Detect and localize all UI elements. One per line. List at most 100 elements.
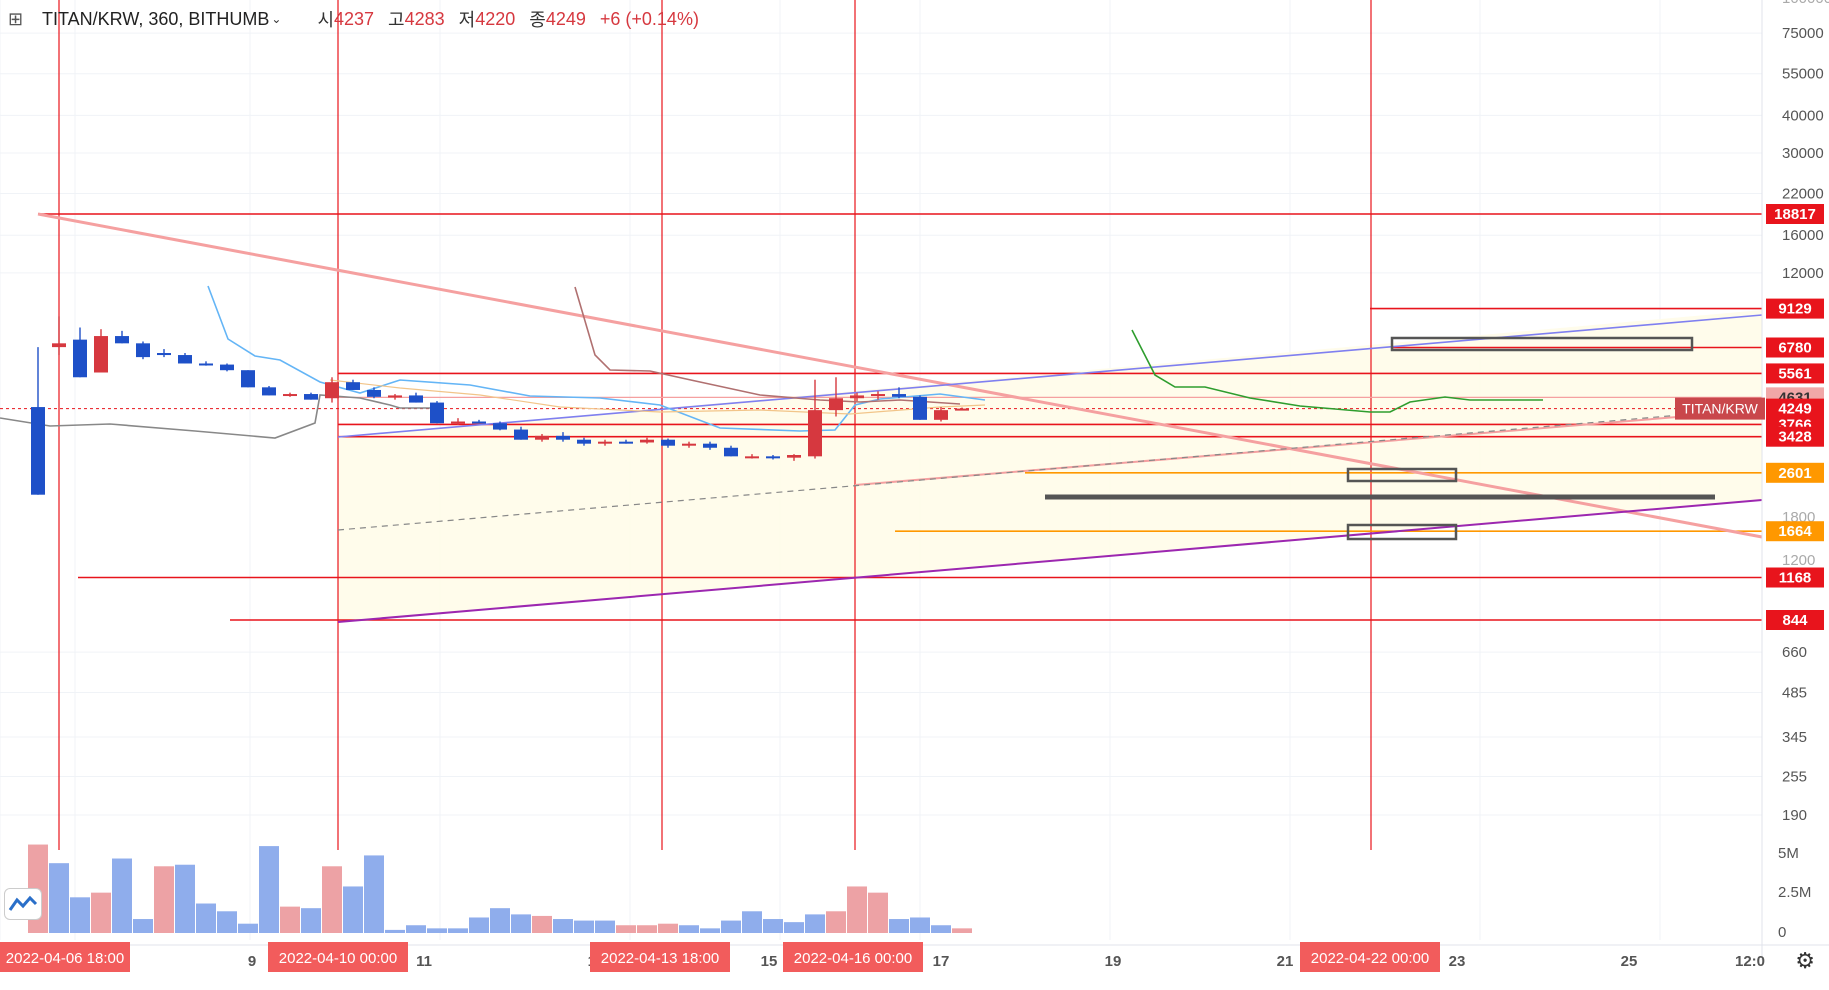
time-highlight-label: 2022-04-22 00:00: [1311, 950, 1429, 967]
open-value: 4237: [334, 8, 375, 29]
volume-bar: [91, 892, 111, 933]
volume-bar: [784, 922, 804, 933]
symbol-tag-label: TITAN/KRW: [1682, 401, 1758, 417]
candle-body: [199, 363, 213, 366]
time-tick-label: 12:0: [1735, 953, 1765, 970]
price-marker-label: 9129: [1778, 301, 1811, 318]
candle-body: [871, 394, 885, 397]
annotation-box: [1346, 467, 1458, 483]
volume-bar: [448, 928, 468, 933]
volume-bar: [910, 917, 930, 933]
ascending-trendline-upper: [337, 314, 1763, 438]
tradingview-logo-icon[interactable]: [4, 888, 42, 920]
candle-body: [115, 336, 129, 344]
expand-icon[interactable]: ⊞: [8, 9, 24, 29]
volume-bar: [427, 928, 447, 933]
volume-bar: [406, 925, 426, 933]
volume-bar: [469, 917, 489, 933]
candle-body: [934, 410, 948, 420]
candle-body: [346, 382, 360, 390]
volume-bar: [364, 855, 384, 933]
moving-average-orange: [329, 379, 986, 415]
candle-body: [577, 439, 591, 444]
volume-bar: [511, 914, 531, 933]
candle-body: [493, 423, 507, 430]
candle-body: [829, 398, 843, 411]
time-tick-label: 15: [761, 953, 778, 970]
volume-bar: [133, 919, 153, 933]
candle-body: [94, 336, 108, 373]
price-tick-label: 255: [1782, 769, 1807, 786]
price-marker-tag: [1766, 521, 1824, 542]
moving-average-brown: [574, 286, 961, 405]
high-value: 4283: [404, 8, 445, 29]
chart-legend: ⊞ TITAN/KRW, 360, BITHUMB ⌄ 시 4237 고 4283 …: [0, 0, 699, 38]
volume-bar: [112, 858, 132, 933]
time-highlight-tag: [0, 942, 130, 972]
price-marker-label: 2601: [1778, 465, 1811, 482]
candle-body: [325, 382, 339, 399]
candle-body: [724, 447, 738, 457]
symbol-label[interactable]: TITAN/KRW, 360, BITHUMB: [42, 8, 270, 29]
price-marker-tag: [1766, 462, 1824, 483]
candle-body: [745, 456, 759, 459]
candle-body: [220, 364, 234, 371]
time-highlight-tag: [590, 942, 730, 972]
candle-body: [283, 394, 297, 397]
volume-bar: [868, 892, 888, 933]
price-marker-tag: [1766, 610, 1824, 630]
price-tick-label: 660: [1782, 644, 1807, 661]
price-tick-label: 12000: [1782, 265, 1824, 282]
volume-bar: [889, 919, 909, 933]
chevron-down-icon[interactable]: ⌄: [271, 12, 282, 26]
price-marker-tag: [1766, 204, 1824, 224]
time-tick-label: 17: [933, 953, 950, 970]
time-tick-label: 11: [416, 953, 432, 970]
volume-bar: [574, 920, 594, 933]
time-highlight-tag: [268, 942, 408, 972]
volume-bar: [679, 925, 699, 933]
candle-body: [850, 395, 864, 399]
time-tick-label: 25: [1621, 953, 1638, 970]
time-highlight-label: 2022-04-10 00:00: [279, 950, 397, 967]
volume-bar: [637, 925, 657, 933]
volume-bar: [700, 928, 720, 933]
candle-body: [913, 396, 927, 420]
candle-body: [304, 394, 318, 400]
volume-bar: [952, 928, 972, 933]
price-marker-label: 5561: [1778, 365, 1811, 382]
price-tick-label: 16000: [1782, 227, 1824, 244]
candle-body: [766, 456, 780, 459]
volume-tick-label: 2.5M: [1778, 884, 1811, 901]
ascending-trendline-lower: [337, 499, 1763, 623]
volume-bar: [70, 897, 90, 933]
annotation-box: [1390, 336, 1694, 352]
volume-bar: [196, 903, 216, 933]
time-tick-label: 9: [248, 953, 256, 970]
time-highlight-tag: [1300, 942, 1440, 972]
candle-body: [157, 353, 171, 356]
price-marker-label: 844: [1782, 612, 1808, 629]
volume-bar: [553, 919, 573, 933]
price-marker-tag: [1766, 337, 1824, 358]
candle-body: [892, 394, 906, 397]
volume-bar: [721, 920, 741, 933]
volume-bar: [826, 911, 846, 933]
price-marker-label: 3428: [1778, 429, 1811, 446]
candle-body: [262, 387, 276, 396]
candle-body: [535, 435, 549, 440]
time-highlight-label: 2022-04-16 00:00: [794, 950, 912, 967]
price-tick-label: 30000: [1782, 145, 1824, 162]
volume-tick-label: 0: [1778, 924, 1786, 941]
settings-gear-icon[interactable]: ⚙: [1795, 948, 1815, 973]
moving-average-gray: [0, 394, 430, 439]
candle-body: [808, 410, 822, 457]
volume-bar: [616, 925, 636, 933]
candle-body: [556, 435, 570, 440]
price-tick-label: 40000: [1782, 107, 1824, 124]
volume-tick-label: 5M: [1778, 845, 1799, 862]
symbol-tag: [1675, 397, 1765, 420]
price-marker-label: 4249: [1778, 401, 1811, 418]
price-tick-label: 22000: [1782, 186, 1824, 203]
